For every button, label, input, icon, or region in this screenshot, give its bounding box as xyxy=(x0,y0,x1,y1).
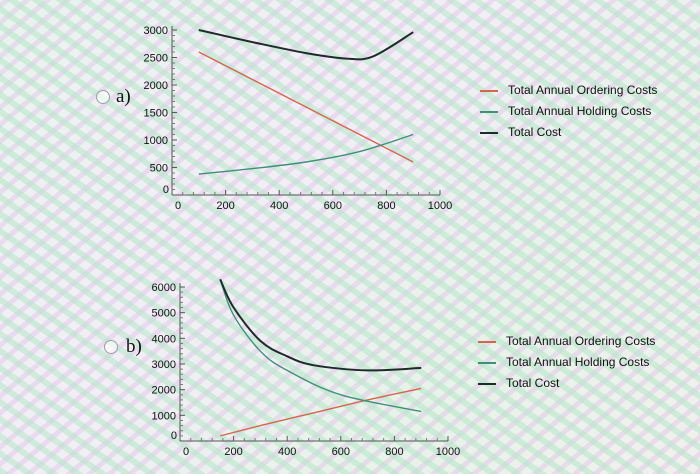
legend-item-total: Total Cost xyxy=(480,122,657,143)
y-tick-label: 1000 xyxy=(144,135,168,147)
legend-swatch-total xyxy=(480,132,498,134)
x-tick-label: 0 xyxy=(183,446,189,458)
option-b[interactable]: b) xyxy=(104,336,144,360)
x-tick-label: 600 xyxy=(324,200,342,212)
x-tick-label: 400 xyxy=(278,446,296,458)
x-tick-label: 200 xyxy=(216,200,234,212)
y-tick-label: 2500 xyxy=(144,53,168,65)
legend-item-ordering: Total Annual Ordering Costs xyxy=(480,80,657,101)
legend-swatch-holding xyxy=(480,111,498,113)
legend-swatch-total xyxy=(478,383,496,385)
x-tick-label: 800 xyxy=(377,200,395,212)
y-tick-label: 6000 xyxy=(152,282,176,294)
legend-label-holding: Total Annual Holding Costs xyxy=(508,104,652,118)
legend-label-ordering: Total Annual Ordering Costs xyxy=(508,83,658,97)
legend-item-ordering: Total Annual Ordering Costs xyxy=(478,331,655,352)
series-total-annual-holding-costs xyxy=(198,133,414,175)
radio-button-b[interactable] xyxy=(104,340,118,354)
radio-button-a[interactable] xyxy=(96,90,110,104)
y-tick-label: 1000 xyxy=(152,410,176,422)
legend-item-holding: Total Annual Holding Costs xyxy=(478,352,655,373)
x-tick-label: 600 xyxy=(332,446,350,458)
x-tick-label: 1000 xyxy=(428,200,452,212)
legend-swatch-ordering xyxy=(478,341,496,343)
x-tick-label: 400 xyxy=(270,200,288,212)
legend-b: Total Annual Ordering Costs Total Annual… xyxy=(478,331,655,394)
y-tick-label: 5000 xyxy=(152,308,176,320)
legend-swatch-holding xyxy=(478,362,496,364)
y-tick-label: 1500 xyxy=(144,108,168,120)
x-tick-label: 800 xyxy=(385,446,403,458)
y-tick-label: 2000 xyxy=(152,385,176,397)
legend-item-total: Total Cost xyxy=(478,373,655,394)
legend-label-total: Total Cost xyxy=(506,376,560,390)
series-total-cost xyxy=(219,278,422,372)
series-total-annual-ordering-costs xyxy=(198,51,414,163)
option-a-label: a) xyxy=(116,86,131,107)
legend-a: Total Annual Ordering Costs Total Annual… xyxy=(480,80,657,143)
x-tick-label: 1000 xyxy=(436,446,460,458)
chart-b: 1000 2000 3000 4000 5000 6000 00 200 400 600 800 10… xyxy=(152,278,460,458)
legend-label-total: Total Cost xyxy=(508,125,562,139)
x-tick-label: 200 xyxy=(224,446,242,458)
chart-a: 500 1000 1500 2000 2500 3000 00 200 400 600 800 100… xyxy=(144,25,453,212)
y-tick-label: 3000 xyxy=(144,25,168,37)
series-total-cost xyxy=(198,29,414,61)
legend-swatch-ordering xyxy=(480,90,498,92)
option-a[interactable]: a) xyxy=(96,86,136,110)
y-tick-label: 500 xyxy=(150,163,168,175)
y-tick-label: 2000 xyxy=(144,80,168,92)
legend-item-holding: Total Annual Holding Costs xyxy=(480,101,657,122)
legend-label-holding: Total Annual Holding Costs xyxy=(506,355,650,369)
series-total-annual-holding-costs xyxy=(219,279,422,413)
x-tick-label: 0 xyxy=(175,200,181,212)
y-tick-label: 0 xyxy=(163,184,169,196)
legend-label-ordering: Total Annual Ordering Costs xyxy=(506,334,656,348)
y-tick-label: 3000 xyxy=(152,359,176,371)
y-tick-label: 0 xyxy=(171,430,177,442)
option-b-label: b) xyxy=(126,336,142,357)
series-total-annual-ordering-costs xyxy=(220,387,422,437)
y-tick-label: 4000 xyxy=(152,333,176,345)
